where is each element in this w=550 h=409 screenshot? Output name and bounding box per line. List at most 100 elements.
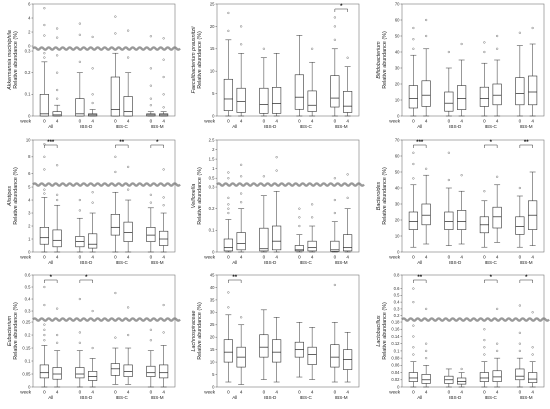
timepoint-label: 0 <box>263 255 266 260</box>
plot-frame <box>401 139 545 253</box>
outlier-point <box>127 333 130 337</box>
box-IBS-C-w4 <box>492 307 502 388</box>
y-tick-label: 70 <box>395 137 400 142</box>
panel-1: 0 5 10 15 20 25 Faecalibacterium prausnitzii Re… <box>191 1 360 129</box>
group-label: All <box>48 395 53 400</box>
y-tick-label: 0 <box>28 43 31 48</box>
box-All-w4 <box>236 25 246 117</box>
outlier-point <box>298 216 301 219</box>
y-tick-label: 40 <box>395 49 400 54</box>
box-iqr <box>272 225 282 251</box>
plot-frame <box>401 3 545 117</box>
outlier-point <box>412 38 415 41</box>
outlier-point <box>162 196 165 199</box>
y-tick-label: 10 <box>210 69 215 74</box>
group-label: IBS-D <box>80 124 93 129</box>
box-iqr <box>479 86 489 107</box>
outlier-point <box>240 201 243 204</box>
outlier-point <box>483 338 486 342</box>
timepoint-label: 4 <box>56 255 59 260</box>
group-label: IBS-M <box>151 395 164 400</box>
outlier-point <box>425 167 428 170</box>
box-iqr <box>330 75 340 108</box>
timepoint-label: 4 <box>531 119 534 124</box>
box-IBS-D-w4 <box>457 174 467 245</box>
timepoint-label: 4 <box>91 390 94 395</box>
box-IBS-M-w0 <box>515 31 525 117</box>
outlier-point <box>447 178 450 182</box>
outlier-point <box>56 71 59 74</box>
y-tick-label: 0.5 <box>25 284 31 289</box>
y-tick-label: 4 <box>28 15 31 20</box>
outlier-point <box>275 169 278 172</box>
y-tick-label: 0.5 <box>209 176 215 181</box>
timepoint-label: 4 <box>240 255 243 260</box>
outlier-point <box>447 151 450 154</box>
box-iqr <box>528 75 538 106</box>
box-IBS-M-w4 <box>159 168 169 253</box>
box-IBS-C-w0 <box>294 35 304 117</box>
group-label: IBS-C <box>300 124 313 129</box>
box-IBS-M-w4 <box>343 173 353 253</box>
timepoint-label: 0 <box>412 255 415 260</box>
outlier-point <box>483 353 486 356</box>
box-iqr <box>223 78 233 111</box>
group-label: All <box>232 260 237 265</box>
sig-bracket <box>519 279 533 283</box>
outlier-point <box>127 306 130 309</box>
outlier-point <box>56 97 59 100</box>
outlier-point <box>43 155 46 158</box>
y-tick-label: 0.4 <box>394 300 400 305</box>
group-label: IBS-M <box>520 395 533 400</box>
y-tick-label: 6 <box>28 171 31 176</box>
y-axis-label: Relative abundance (%) <box>382 31 388 89</box>
timepoint-label: 0 <box>227 255 230 260</box>
outlier-point <box>518 31 521 34</box>
box-IBS-D-w0 <box>75 297 85 388</box>
timepoint-label: 0 <box>519 390 522 395</box>
y-tick-label: 0 <box>212 249 215 254</box>
outlier-point <box>43 188 46 191</box>
box-iqr <box>515 216 525 235</box>
outlier-point <box>496 349 499 353</box>
group-label: All <box>417 260 422 265</box>
group-label: IBS-C <box>300 260 313 265</box>
timepoint-label: 0 <box>114 119 117 124</box>
box-iqr <box>408 211 418 230</box>
outlier-point <box>43 303 46 307</box>
box-IBS-D-w0 <box>259 175 269 253</box>
timepoint-label: 4 <box>56 390 59 395</box>
outlier-point <box>227 29 230 33</box>
outlier-point <box>333 283 336 287</box>
y-tick-label: 0 <box>28 249 31 254</box>
sig-bracket <box>484 144 498 148</box>
outlier-point <box>346 196 349 199</box>
outlier-point <box>531 346 534 349</box>
box-iqr <box>39 227 49 245</box>
box-iqr <box>421 374 431 384</box>
box-IBS-D-w0 <box>75 22 85 117</box>
outlier-point <box>56 307 59 310</box>
y-tick-label: 60 <box>395 153 400 158</box>
outlier-point <box>240 316 243 319</box>
y-axis-taxon: Bacteroides <box>376 181 382 210</box>
outlier-point <box>412 162 415 166</box>
plot-frame <box>401 274 545 388</box>
box-iqr <box>39 364 49 379</box>
box-IBS-C-w4 <box>492 175 502 243</box>
outlier-point <box>149 328 152 331</box>
timepoint-label: 0 <box>227 119 230 124</box>
timepoint-label: 4 <box>425 119 428 124</box>
box-IBS-M-w4 <box>528 171 538 246</box>
timepoint-label: 4 <box>275 255 278 260</box>
box-IBS-M-w4 <box>159 303 169 388</box>
outlier-point <box>162 58 165 61</box>
outlier-point <box>425 307 428 311</box>
outlier-point <box>483 328 486 331</box>
box-IBS-C-w0 <box>110 291 120 385</box>
timepoint-label: 4 <box>531 390 534 395</box>
outlier-point <box>412 300 415 304</box>
y-tick-label: 2.5 <box>209 137 215 142</box>
outlier-point <box>78 341 81 344</box>
